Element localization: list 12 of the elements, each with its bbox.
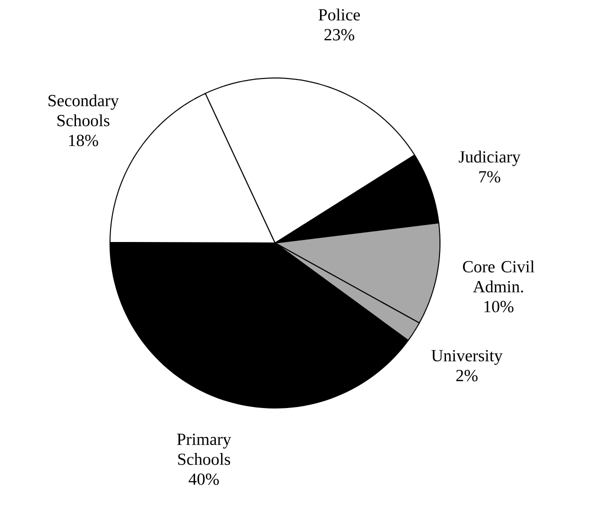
slice-label: University — [431, 350, 503, 365]
data-label: 18% — [69, 134, 98, 146]
slice-label: Core Civil Admin. — [462, 260, 534, 292]
data-label: 40% — [188, 473, 219, 485]
slice-label: Primary Schools — [177, 434, 232, 465]
slice-label: Police — [318, 8, 360, 21]
data-label: 7% — [479, 171, 500, 183]
slice-label: Secondary Schools — [48, 94, 119, 126]
slice-label: Judiciary — [458, 150, 520, 166]
data-label: 23% — [324, 29, 354, 40]
data-label: 10% — [484, 300, 514, 312]
data-label: 2% — [456, 370, 478, 382]
